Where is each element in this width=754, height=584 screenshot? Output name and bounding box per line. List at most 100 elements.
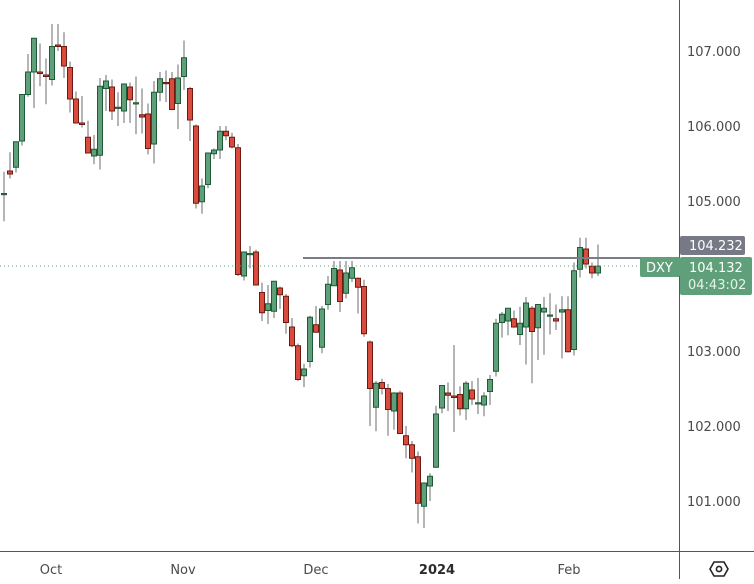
candle xyxy=(247,246,253,269)
candle-body-down xyxy=(235,147,241,275)
candle-body-up xyxy=(535,304,541,329)
candle xyxy=(1,171,7,222)
candle-body-down xyxy=(457,394,463,410)
candle-body-up xyxy=(13,141,19,168)
candle xyxy=(589,262,595,279)
candle xyxy=(283,294,289,334)
candle-body-up xyxy=(523,302,529,328)
candle xyxy=(421,482,427,528)
candle xyxy=(265,285,271,324)
candle-body-up xyxy=(181,57,187,77)
candle-body-up xyxy=(571,270,577,350)
candle-body-down xyxy=(403,435,409,446)
candle-body-up xyxy=(25,71,31,95)
candle xyxy=(241,251,247,281)
time-tick-label: Oct xyxy=(40,563,62,578)
candle xyxy=(25,54,31,97)
candle xyxy=(73,91,79,124)
candle xyxy=(397,390,403,434)
candle xyxy=(517,306,523,345)
candle xyxy=(367,340,373,426)
candle xyxy=(469,381,475,405)
candle-body-down xyxy=(511,318,517,328)
time-tick-label: 2024 xyxy=(419,563,455,578)
candle-body-up xyxy=(133,102,139,105)
candle-body-up xyxy=(433,413,439,468)
candle xyxy=(385,384,391,436)
candle-body-down xyxy=(193,125,199,204)
candle-body-up xyxy=(115,106,121,109)
candle-body-down xyxy=(553,318,559,322)
time-axis[interactable]: Oct Nov Dec 2024 Feb xyxy=(40,563,581,578)
candle xyxy=(451,345,457,432)
candle-body-up xyxy=(505,307,511,322)
candle xyxy=(541,297,547,355)
chart-settings-button[interactable] xyxy=(705,558,733,580)
candle-body-down xyxy=(445,392,451,396)
countdown-text: 04:43:02 xyxy=(688,278,746,293)
candle xyxy=(277,286,283,309)
symbol-label: DXY xyxy=(646,261,673,276)
candle-body-up xyxy=(211,149,217,155)
candle-body-down xyxy=(385,388,391,410)
candle-body-down xyxy=(277,287,283,296)
candle xyxy=(163,70,169,102)
candle-body-up xyxy=(595,265,601,274)
candle-body-up xyxy=(217,130,223,151)
candle-body-up xyxy=(319,308,325,348)
price-tick-label: 105.000 xyxy=(687,195,741,210)
candle xyxy=(559,296,565,359)
candle-body-down xyxy=(37,71,43,74)
candle xyxy=(349,261,355,282)
candle xyxy=(499,312,505,338)
candle-body-down xyxy=(289,326,295,347)
candle xyxy=(307,315,313,368)
candle xyxy=(415,451,421,524)
price-tick-label: 102.000 xyxy=(687,420,741,435)
candle xyxy=(337,261,343,312)
candle xyxy=(325,276,331,310)
price-axis[interactable]: 107.000 106.000 105.000 103.000 102.000 101.0… xyxy=(687,45,741,510)
candle-body-down xyxy=(163,82,169,85)
candle xyxy=(439,385,445,414)
price-tick-label: 101.000 xyxy=(687,495,741,510)
candle-body-down xyxy=(313,324,319,333)
candle-body-down xyxy=(415,456,421,504)
candle-body-up xyxy=(541,307,547,313)
candle-body-down xyxy=(283,295,289,323)
candle xyxy=(7,152,13,179)
candle xyxy=(271,280,277,318)
candle xyxy=(193,124,199,209)
candle-body-up xyxy=(265,303,271,311)
candle xyxy=(259,282,265,321)
candle xyxy=(235,144,241,276)
candle xyxy=(127,82,133,123)
candle xyxy=(331,261,337,287)
candle xyxy=(61,32,67,78)
candle-body-down xyxy=(187,88,193,121)
candle-body-up xyxy=(121,83,127,112)
candle xyxy=(379,378,385,395)
last-price-text: 104.132 xyxy=(689,261,743,276)
candle xyxy=(373,381,379,432)
candle-body-up xyxy=(151,91,157,145)
candle-body-up xyxy=(157,78,163,93)
candle xyxy=(103,75,109,111)
candle-body-down xyxy=(73,98,79,124)
candle xyxy=(523,297,529,365)
candle-body-up xyxy=(331,268,337,287)
candle xyxy=(229,132,235,149)
candle xyxy=(97,78,103,170)
candle xyxy=(547,293,553,335)
candle-body-up xyxy=(97,85,103,156)
candle xyxy=(169,72,175,110)
candle-body-up xyxy=(49,46,55,80)
candle-body-down xyxy=(259,292,265,314)
candle-body-down xyxy=(67,67,73,100)
candle-body-down xyxy=(589,265,595,274)
candle-body-up xyxy=(421,482,427,507)
candle-body-up xyxy=(517,322,523,335)
candle-body-down xyxy=(451,395,457,398)
candle xyxy=(493,318,499,377)
